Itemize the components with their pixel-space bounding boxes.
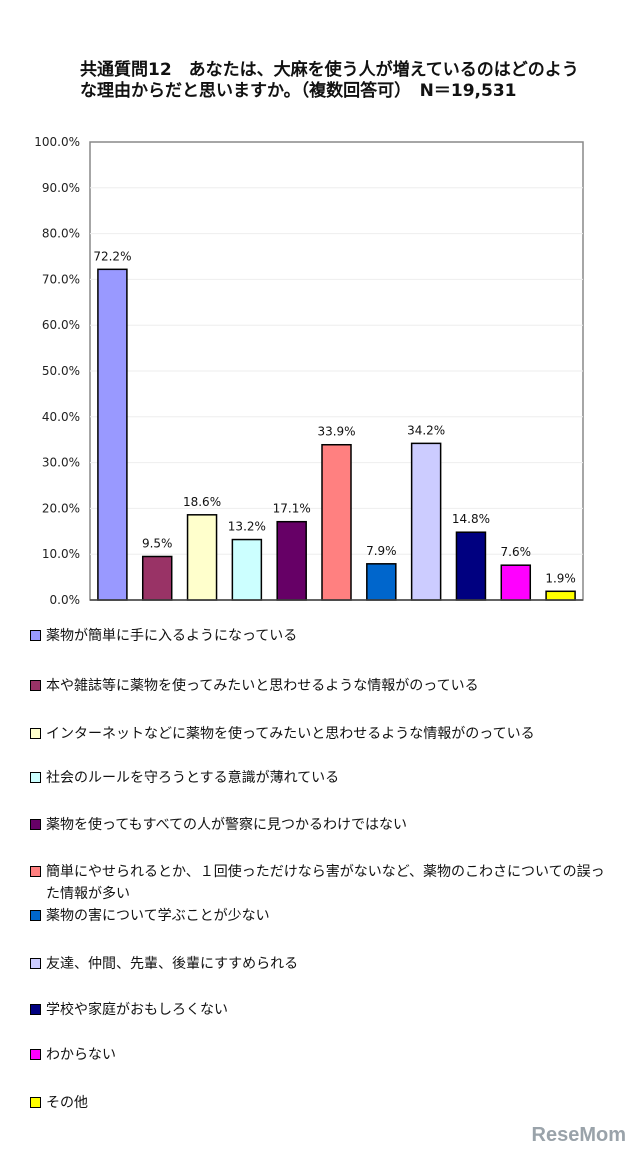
data-label: 9.5% [142,536,173,550]
legend-label: 友達、仲間、先輩、後輩にすすめられる [46,956,299,972]
legend-label: わからない [46,1047,116,1063]
y-tick-label: 30.0% [42,456,80,470]
legend-item: 社会のルールを守ろうとする意識が薄れている [30,767,616,789]
bar-chart: 0.0% 10.0% 20.0% 30.0% 40.0% 50.0% 60.0% 70.0% 8… [34,135,584,607]
legend-item: わからない [30,1044,616,1066]
data-label: 7.6% [501,545,532,559]
legend-item: 学校や家庭がおもしろくない [30,999,616,1021]
legend-item: 友達、仲間、先輩、後輩にすすめられる [30,953,616,975]
y-tick-label: 70.0% [42,272,80,286]
data-label: 18.6% [183,495,221,509]
bar [97,268,128,601]
bar [500,564,532,601]
bar [366,563,397,601]
bar [231,538,263,601]
legend-label: 本や雑誌等に薬物を使ってみたいと思わせるような情報がのっている [46,678,479,694]
y-tick-label: 60.0% [42,318,80,332]
data-label: 13.2% [228,520,266,534]
legend-item: 簡単にやせられるとか、１回使っただけなら害がないなど、薬物のこわさについての誤っ… [30,861,616,905]
legend-label: インターネットなどに薬物を使ってみたいと思わせるような情報がのっている [46,726,535,742]
data-label: 1.9% [545,571,576,585]
bar [545,590,576,601]
legend-label: 薬物が簡単に手に入るようになっている [46,628,298,644]
legend-swatch [30,866,41,877]
legend-item: その他 [30,1092,616,1114]
y-tick-label: 0.0% [50,593,81,607]
bar [410,442,442,601]
legend-label: その他 [46,1095,88,1111]
bar [276,520,307,601]
legend-swatch [30,819,41,830]
legend-swatch [30,630,41,641]
y-tick-label: 20.0% [42,501,80,515]
data-label: 17.1% [273,502,311,516]
legend-item: 薬物が簡単に手に入るようになっている [30,625,616,647]
legend-swatch [30,910,41,921]
legend-swatch [30,772,41,783]
chart-title: 共通質問12 あなたは、大麻を使う人が増えているのはどのような理由からだと思いま… [80,60,579,101]
data-label: 34.2% [407,423,445,437]
legend-label: 薬物を使ってもすべての人が警察に見つかるわけではない [46,817,408,833]
y-tick-label: 40.0% [42,410,80,424]
y-tick-label: 100.0% [34,135,80,149]
legend-label: 社会のルールを守ろうとする意識が薄れている [46,770,340,786]
resemom-logo: ReseMom [531,1124,626,1146]
y-tick-label: 50.0% [42,364,80,378]
legend-item: インターネットなどに薬物を使ってみたいと思わせるような情報がのっている [30,723,616,745]
bar [321,443,352,601]
legend-swatch [30,958,41,969]
data-label: 72.2% [93,249,131,263]
legend-swatch [30,1004,41,1015]
data-label: 7.9% [366,544,397,558]
legend-item: 薬物を使ってもすべての人が警察に見つかるわけではない [30,814,616,836]
legend-label: 学校や家庭がおもしろくない [46,1002,228,1018]
bar [455,531,487,601]
y-tick-label: 80.0% [42,227,80,241]
data-label: 14.8% [452,512,490,526]
bar [186,514,218,601]
legend-swatch [30,728,41,739]
legend-label: 薬物の害について学ぶことが少ない [46,908,270,924]
legend-item: 薬物の害について学ぶことが少ない [30,905,616,927]
legend-swatch [30,680,41,691]
legend-swatch [30,1097,41,1108]
bar [141,555,173,601]
y-tick-label: 90.0% [42,181,80,195]
legend-item: 本や雑誌等に薬物を使ってみたいと思わせるような情報がのっている [30,675,616,697]
data-label: 33.9% [317,425,355,439]
legend-label: 簡単にやせられるとか、１回使っただけなら害がないなど、薬物のこわさについての誤っ… [46,864,605,902]
legend-swatch [30,1049,41,1060]
y-tick-label: 10.0% [42,547,80,561]
